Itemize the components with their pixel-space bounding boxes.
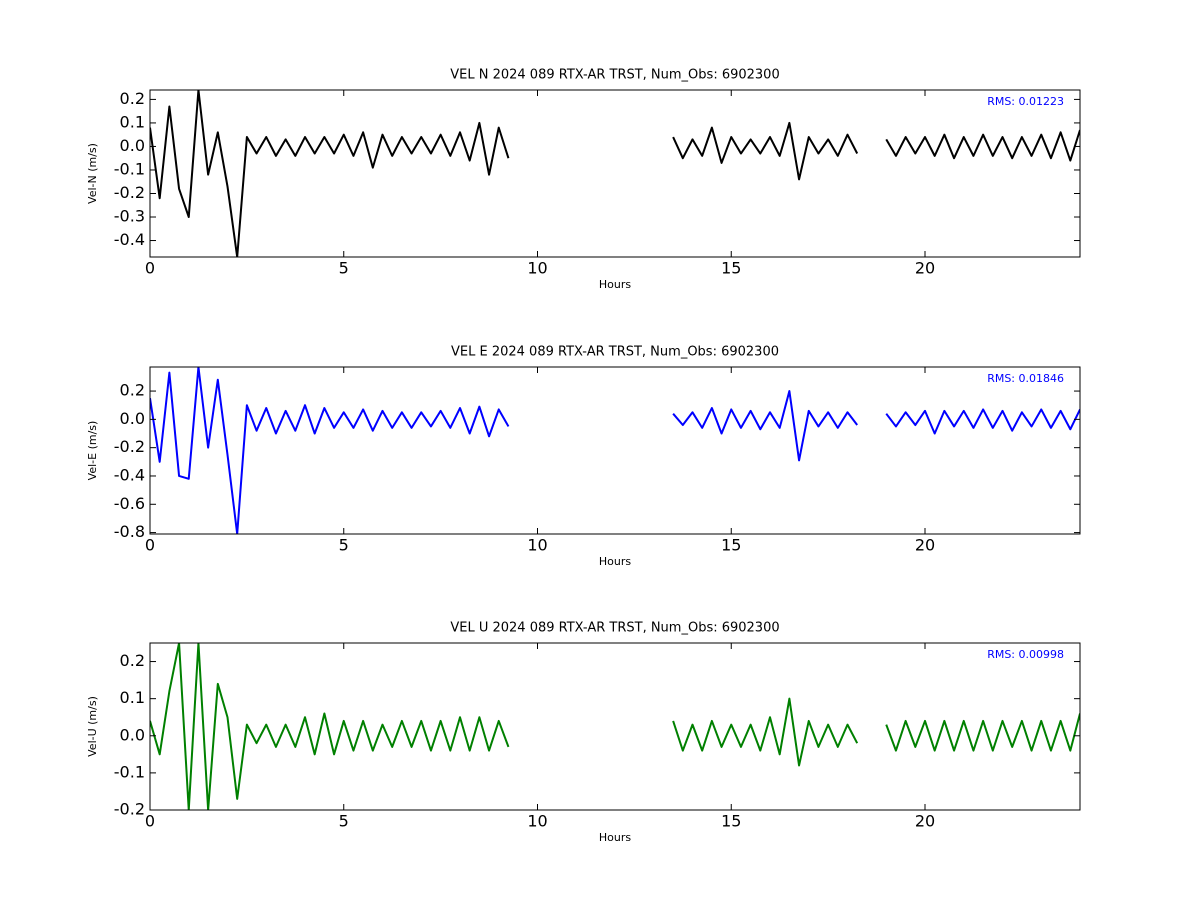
data-line [150,643,1080,810]
y-tick-label: -0.1 [114,159,145,178]
y-axis-label: Vel-E (m/s) [86,421,99,481]
y-axis-label: Vel-U (m/s) [86,696,99,757]
data-line [150,367,1080,534]
y-tick-label: -0.6 [114,494,145,513]
rms-annotation: RMS: 0.00998 [987,648,1064,661]
y-tick-label: -0.1 [114,762,145,781]
y-tick-label: -0.2 [114,437,145,456]
x-tick-label: 15 [721,812,741,831]
x-tick-label: 20 [915,536,935,555]
y-tick-label: 0.0 [120,725,145,744]
y-tick-label: -0.3 [114,207,145,226]
y-axis-label: Vel-N (m/s) [86,143,99,204]
x-tick-label: 10 [527,536,547,555]
rms-annotation: RMS: 0.01846 [987,372,1064,385]
y-tick-label: -0.8 [114,522,145,541]
x-tick-label: 10 [527,259,547,278]
x-axis-label: Hours [599,831,631,844]
x-tick-label: 15 [721,536,741,555]
subplot: VEL E 2024 089 RTX-AR TRST, Num_Obs: 690… [86,345,1081,568]
x-tick-label: 15 [721,259,741,278]
y-tick-label: 0.2 [120,381,145,400]
plot-area [150,90,1080,257]
plot-area [150,367,1080,534]
x-tick-label: 0 [145,259,155,278]
y-tick-label: 0.1 [120,688,145,707]
axes-frame [149,89,1081,258]
y-tick-label: -0.2 [114,800,145,819]
x-tick-label: 0 [145,536,155,555]
data-line [150,90,1080,257]
x-tick-label: 5 [339,812,349,831]
axes-frame [149,642,1081,811]
y-tick-label: -0.2 [114,183,145,202]
y-tick-label: -0.4 [114,465,145,484]
y-tick-label: 0.1 [120,112,145,131]
y-tick-label: 0.2 [120,651,145,670]
axes-frame [149,366,1081,535]
y-tick-label: 0.0 [120,136,145,155]
y-tick-label: -0.4 [114,230,145,249]
subplot-title: VEL E 2024 089 RTX-AR TRST, Num_Obs: 690… [451,345,779,360]
x-tick-label: 5 [339,536,349,555]
x-tick-label: 20 [915,812,935,831]
subplot-title: VEL N 2024 089 RTX-AR TRST, Num_Obs: 690… [450,68,779,83]
x-axis-label: Hours [599,555,631,568]
plot-area [150,643,1080,810]
subplot: VEL N 2024 089 RTX-AR TRST, Num_Obs: 690… [86,68,1081,291]
x-tick-label: 5 [339,259,349,278]
y-tick-label: 0.2 [120,89,145,108]
subplot: VEL U 2024 089 RTX-AR TRST, Num_Obs: 690… [86,621,1081,844]
x-tick-label: 10 [527,812,547,831]
x-tick-label: 0 [145,812,155,831]
x-tick-label: 20 [915,259,935,278]
subplot-title: VEL U 2024 089 RTX-AR TRST, Num_Obs: 690… [450,621,779,636]
rms-annotation: RMS: 0.01223 [987,95,1064,108]
x-axis-label: Hours [599,278,631,291]
y-tick-label: 0.0 [120,409,145,428]
